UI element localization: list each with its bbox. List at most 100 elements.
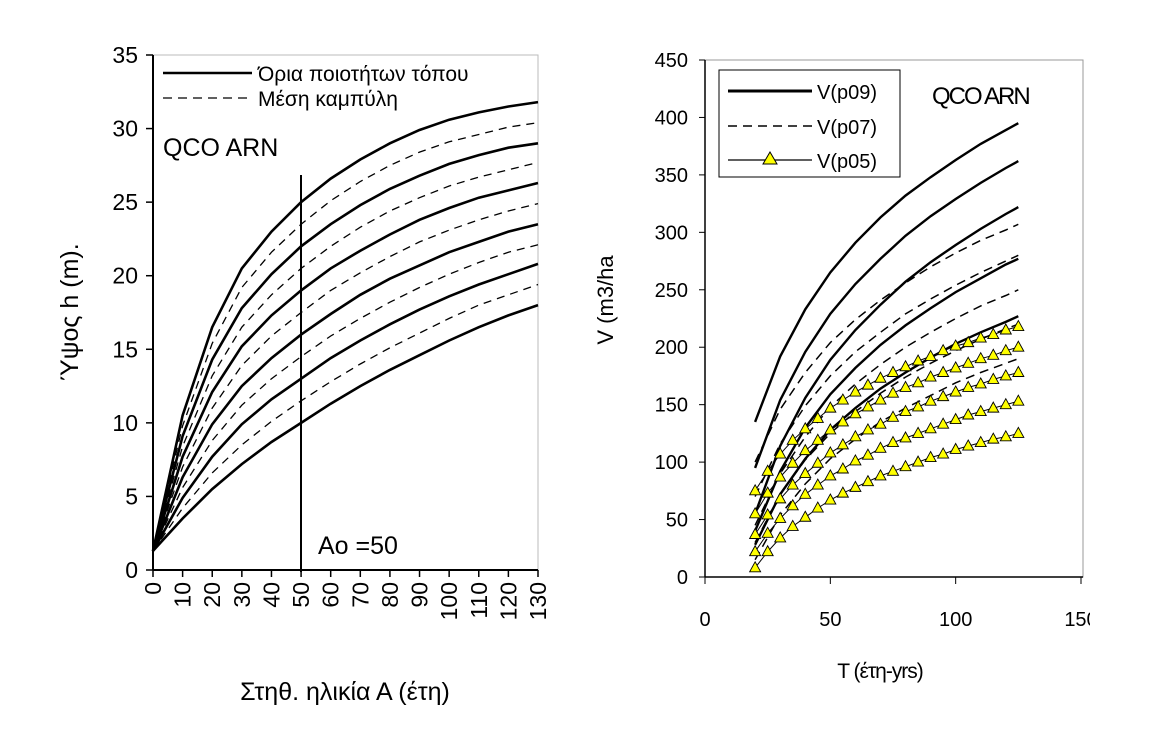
y-tick-label: 300 [655,222,688,244]
y-tick-label: 30 [112,116,138,142]
volume-chart: 0 50 100 150 200 250 300 350 400 450 0 50 100 150 V(p… [593,50,1090,683]
x-tick-label: 110 [466,582,492,619]
site-class-boundary-line [151,222,539,552]
triangle-marker [836,462,850,474]
y-tick-label: 0 [125,557,138,583]
y-tick-label: 25 [112,189,138,215]
triangle-marker [874,441,887,453]
triangle-marker [761,464,774,476]
triangle-marker [936,389,950,402]
x-tick-label: 50 [288,582,314,608]
triangle-marker [786,433,799,445]
x-tick-label: 100 [939,609,972,631]
triangle-marker [924,349,937,361]
y-tick-label: 450 [655,50,688,72]
vp09-line [753,206,1019,515]
triangle-marker [899,359,912,372]
triangle-marker [936,365,950,377]
x-axis-label: T (έτη-yrs) [837,660,923,683]
x-tick-label: 40 [258,582,284,608]
mean-curve-line [152,122,539,552]
triangle-marker [999,343,1013,356]
triangle-marker [911,400,925,412]
y-tick-label: 10 [112,410,138,436]
triangle-marker [886,410,900,422]
triangle-marker [1012,426,1025,438]
triangle-marker [1012,365,1025,377]
triangle-marker [861,400,875,412]
vp05-line [754,400,1019,552]
y-tick-label: 400 [655,107,688,129]
y-tick-label: 200 [655,337,688,359]
triangle-marker [849,406,862,419]
x-tick-label: 130 [525,582,551,620]
x-tick-label: 20 [199,582,225,608]
triangle-marker [1012,394,1025,406]
triangle-marker [761,508,774,520]
x-axis-label: Στηθ. ηλικία Α (έτη) [240,678,450,706]
site-class-boundary-line [152,303,539,552]
triangle-marker [773,491,787,504]
triangle-marker [949,360,962,373]
legend-label-solid: Όρια ποιοτήτων τόπου [257,63,469,86]
triangle-marker [874,468,887,481]
x-tick-label: 30 [229,582,255,608]
triangle-marker [811,456,825,468]
y-tick-label: 50 [666,510,688,532]
mean-curve-line [152,283,539,552]
triangle-marker [886,464,900,476]
triangle-marker [924,421,937,434]
mean-curve-line [152,202,539,552]
triangle-marker [949,442,962,454]
triangle-marker [799,487,812,499]
ao-annotation: Ao =50 [318,532,398,560]
triangle-marker [924,394,937,406]
triangle-marker [899,459,912,472]
legend-label-p05: V(p05) [817,151,877,173]
y-tick-label: 350 [655,165,688,187]
legend-box [718,69,901,178]
triangle-marker [987,432,1000,444]
triangle-marker [936,417,950,429]
triangle-marker [899,431,912,443]
triangle-marker [836,437,850,450]
triangle-marker [748,527,762,539]
triangle-marker [924,450,937,462]
triangle-marker [799,466,812,479]
triangle-marker [961,408,975,420]
triangle-marker [961,335,975,348]
triangle-marker [987,372,1000,384]
triangle-marker [987,327,1000,340]
triangle-marker [836,414,850,427]
x-tick-label: 60 [318,582,344,608]
vp09-line [754,315,1019,546]
triangle-marker [836,486,850,498]
triangle-marker [911,354,925,366]
triangle-marker [811,478,825,490]
triangle-marker [836,393,850,405]
vp09-line [753,122,1019,423]
triangle-marker [936,447,950,459]
triangle-marker [974,404,987,417]
triangle-marker [1012,319,1025,331]
triangle-marker [874,417,887,429]
triangle-marker [1012,340,1025,352]
triangle-marker [974,351,987,364]
plot-frame [152,54,539,571]
y-tick-label: 35 [112,42,138,68]
triangle-marker [987,401,1000,413]
triangle-marker [899,380,912,392]
y-tick-label: 5 [125,483,138,509]
site-class-boundary-line [151,262,539,552]
vp05-line [754,326,1019,492]
chart-title: QCO ARN [932,83,1029,110]
triangle-marker [861,474,875,487]
triangle-marker [999,397,1013,410]
triangle-marker [911,426,925,438]
triangle-marker [811,433,825,445]
vp07-line [754,254,1019,497]
triangle-marker [999,323,1013,335]
legend-label-p07: V(p07) [817,117,877,139]
triangle-marker [961,380,975,392]
x-tick-label: 0 [699,609,710,631]
